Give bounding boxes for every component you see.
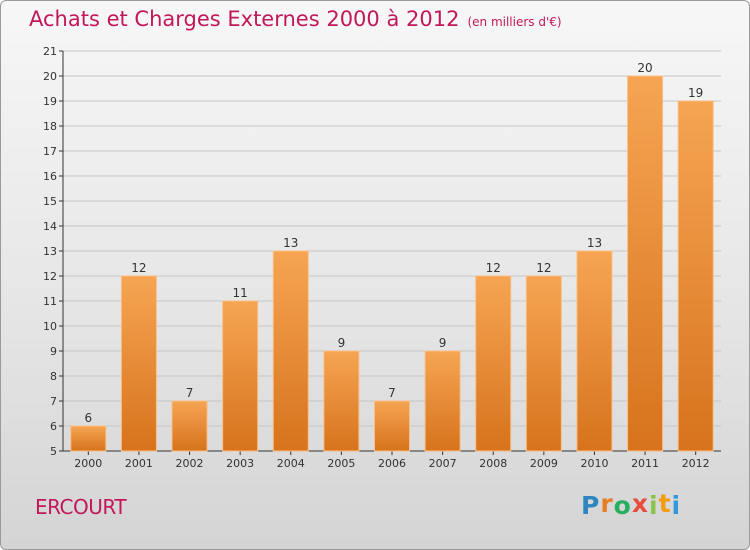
x-tick-label: 2005 bbox=[327, 457, 355, 470]
data-label: 11 bbox=[233, 286, 248, 300]
y-tick-label: 16 bbox=[43, 170, 57, 183]
bar bbox=[120, 275, 157, 452]
y-tick-label: 7 bbox=[50, 395, 57, 408]
bar bbox=[424, 350, 461, 452]
y-tick-label: 10 bbox=[43, 320, 57, 333]
y-tick-label: 13 bbox=[43, 245, 57, 258]
data-label: 19 bbox=[688, 86, 703, 100]
proxiti-logo[interactable]: Proxiti bbox=[581, 489, 682, 520]
bar bbox=[222, 300, 259, 452]
y-tick-label: 14 bbox=[43, 220, 57, 233]
x-tick-label: 2012 bbox=[682, 457, 710, 470]
y-tick-label: 11 bbox=[43, 295, 57, 308]
x-tick-label: 2009 bbox=[530, 457, 558, 470]
x-tick-label: 2006 bbox=[378, 457, 406, 470]
commune-name: ERCOURT bbox=[35, 495, 127, 519]
y-tick-label: 15 bbox=[43, 195, 57, 208]
logo-letter: t bbox=[658, 489, 672, 518]
x-tick-label: 2000 bbox=[74, 457, 102, 470]
data-labels: 6 12 7 11 13 9 7 9 12 12 13 20 19 bbox=[84, 61, 703, 425]
bar bbox=[70, 425, 107, 452]
y-tick-label: 6 bbox=[50, 420, 57, 433]
chart-subtitle: (en milliers d'€) bbox=[467, 15, 562, 29]
bar bbox=[525, 275, 562, 452]
x-tick-label: 2003 bbox=[226, 457, 254, 470]
logo-letter: x bbox=[631, 489, 649, 518]
x-tick-label: 2010 bbox=[580, 457, 608, 470]
y-tick-label: 18 bbox=[43, 120, 57, 133]
data-label: 12 bbox=[131, 261, 146, 275]
logo-letter: P bbox=[581, 491, 601, 520]
x-tick-label: 2007 bbox=[429, 457, 457, 470]
logo-letter: r bbox=[600, 489, 614, 518]
x-tick-label: 2002 bbox=[176, 457, 204, 470]
tick-labels: 5 6 7 8 9 10 11 12 13 14 15 16 17 18 19 20 21 2000 2001 200… bbox=[43, 45, 710, 470]
data-label: 6 bbox=[84, 411, 92, 425]
bar bbox=[374, 400, 410, 452]
y-tick-label: 5 bbox=[50, 445, 57, 458]
y-tick-label: 19 bbox=[43, 95, 57, 108]
logo-letter: o bbox=[613, 491, 632, 520]
x-tick-label: 2008 bbox=[479, 457, 507, 470]
data-label: 9 bbox=[338, 336, 346, 350]
x-tick-label: 2004 bbox=[277, 457, 305, 470]
bar bbox=[677, 100, 714, 452]
y-tick-label: 8 bbox=[50, 370, 57, 383]
y-tick-label: 17 bbox=[43, 145, 57, 158]
chart-title: Achats et Charges Externes 2000 à 2012 bbox=[29, 7, 460, 31]
bar bbox=[576, 250, 613, 452]
data-label: 13 bbox=[283, 236, 298, 250]
logo-letter: i bbox=[649, 491, 659, 520]
bar bbox=[475, 275, 512, 452]
bar bbox=[627, 75, 664, 452]
data-label: 7 bbox=[388, 386, 396, 400]
logo-letter: i bbox=[671, 491, 682, 520]
y-tick-label: 12 bbox=[43, 270, 57, 283]
y-tick-label: 21 bbox=[43, 45, 57, 58]
data-label: 12 bbox=[536, 261, 551, 275]
data-label: 7 bbox=[186, 386, 194, 400]
bar bbox=[171, 400, 208, 452]
bar bbox=[272, 250, 309, 452]
y-tick-label: 20 bbox=[43, 70, 57, 83]
y-tick-label: 9 bbox=[50, 345, 57, 358]
x-tick-label: 2001 bbox=[125, 457, 153, 470]
data-label: 20 bbox=[637, 61, 652, 75]
bars bbox=[70, 75, 714, 452]
data-label: 12 bbox=[486, 261, 501, 275]
data-label: 13 bbox=[587, 236, 602, 250]
bar bbox=[323, 350, 360, 452]
data-label: 9 bbox=[439, 336, 447, 350]
chart-title-block: Achats et Charges Externes 2000 à 2012 (e… bbox=[29, 7, 562, 31]
x-tick-label: 2011 bbox=[631, 457, 659, 470]
